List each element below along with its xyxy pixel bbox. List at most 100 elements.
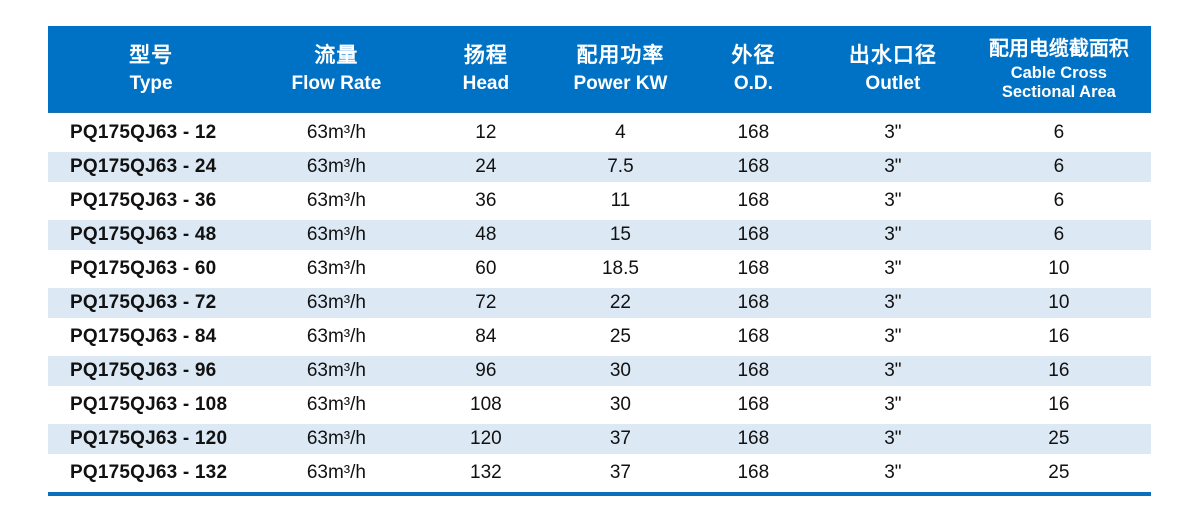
cell-flow-rate: 63m³/h xyxy=(306,258,366,279)
cell-cable-area: 16 xyxy=(1048,326,1070,347)
cell-od: 168 xyxy=(737,258,770,279)
cell-flow-rate: 63m³/h xyxy=(306,326,366,347)
cell-power-kw: 22 xyxy=(609,292,631,313)
column-header-zh: 流量 xyxy=(314,43,359,67)
cell-flow-rate: 63m³/h xyxy=(306,190,366,211)
column-header-en-line: Cable Cross xyxy=(1010,64,1107,83)
cell-cable-area: 10 xyxy=(1048,292,1070,313)
cell-type: PQ175QJ63 - 12 xyxy=(70,122,217,143)
cell-head: 84 xyxy=(475,326,497,347)
cell-power-kw: 15 xyxy=(609,224,631,245)
column-header-en: O.D. xyxy=(688,72,819,96)
cell-power-kw: 25 xyxy=(609,326,631,347)
column-header-zh: 型号 xyxy=(129,43,174,67)
cell-outlet: 3" xyxy=(884,428,902,449)
cell-head: 36 xyxy=(475,190,497,211)
table-row: PQ175QJ63 - 24 63m³/h 24 7.5 168 3" 6 xyxy=(48,152,1151,186)
table-row: PQ175QJ63 - 96 63m³/h 96 30 168 3" 16 xyxy=(48,356,1151,390)
cell-head: 12 xyxy=(475,122,497,143)
table-row: PQ175QJ63 - 120 63m³/h 120 37 168 3" 25 xyxy=(48,424,1151,458)
cell-type: PQ175QJ63 - 60 xyxy=(70,258,217,279)
column-header-en-line: Sectional Area xyxy=(1001,82,1116,101)
cell-cable-area: 16 xyxy=(1048,360,1070,381)
cell-power-kw: 4 xyxy=(615,122,626,143)
cell-od: 168 xyxy=(737,360,770,381)
cell-flow-rate: 63m³/h xyxy=(306,224,366,245)
cell-flow-rate: 63m³/h xyxy=(306,394,366,415)
cell-power-kw: 30 xyxy=(609,394,631,415)
column-header-flow-rate: 流量 Flow Rate xyxy=(254,41,418,98)
table-row: PQ175QJ63 - 132 63m³/h 132 37 168 3" 25 xyxy=(48,458,1151,492)
cell-cable-area: 6 xyxy=(1053,122,1065,143)
cell-od: 168 xyxy=(737,156,770,177)
column-header-power-kw: 配用功率 Power KW xyxy=(553,41,688,98)
cell-flow-rate: 63m³/h xyxy=(306,122,366,143)
cell-flow-rate: 63m³/h xyxy=(306,428,366,449)
column-header-od: 外径 O.D. xyxy=(688,41,819,98)
cell-flow-rate: 63m³/h xyxy=(306,462,366,483)
cell-cable-area: 6 xyxy=(1053,190,1065,211)
cell-flow-rate: 63m³/h xyxy=(306,156,366,177)
cell-head: 48 xyxy=(475,224,497,245)
cell-type: PQ175QJ63 - 132 xyxy=(70,462,228,483)
column-header-zh: 出水口径 xyxy=(848,43,937,67)
cell-cable-area: 10 xyxy=(1048,258,1070,279)
cell-head: 60 xyxy=(475,258,497,279)
cell-power-kw: 11 xyxy=(610,190,631,211)
cell-cable-area: 16 xyxy=(1048,394,1070,415)
cell-cable-area: 6 xyxy=(1053,224,1065,245)
cell-outlet: 3" xyxy=(884,292,902,313)
table-row: PQ175QJ63 - 12 63m³/h 12 4 168 3" 6 xyxy=(48,118,1151,152)
column-header-type: 型号 Type xyxy=(48,41,254,98)
column-header-en-line: Type xyxy=(129,72,173,94)
column-header-en-line: Flow Rate xyxy=(291,72,382,94)
cell-cable-area: 25 xyxy=(1048,462,1070,483)
cell-type: PQ175QJ63 - 96 xyxy=(70,360,217,381)
cell-outlet: 3" xyxy=(884,156,902,177)
table-row: PQ175QJ63 - 36 63m³/h 36 11 168 3" 6 xyxy=(48,186,1151,220)
table-body: PQ175QJ63 - 12 63m³/h 12 4 168 3" 6 PQ175QJ63 -… xyxy=(48,118,1151,492)
cell-cable-area: 6 xyxy=(1053,156,1065,177)
column-header-outlet: 出水口径 Outlet xyxy=(819,41,967,98)
column-header-zh: 扬程 xyxy=(463,43,508,67)
cell-od: 168 xyxy=(737,292,770,313)
cell-flow-rate: 63m³/h xyxy=(306,360,366,381)
table-row: PQ175QJ63 - 108 63m³/h 108 30 168 3" 16 xyxy=(48,390,1151,424)
column-header-en: Flow Rate xyxy=(254,72,418,96)
column-header-en-line: Power KW xyxy=(573,72,668,94)
cell-head: 108 xyxy=(470,394,502,415)
cell-outlet: 3" xyxy=(884,224,902,245)
column-header-zh: 配用电缆截面积 xyxy=(988,38,1129,61)
cell-od: 168 xyxy=(737,190,770,211)
cell-outlet: 3" xyxy=(884,360,902,381)
cell-od: 168 xyxy=(737,224,770,245)
cell-type: PQ175QJ63 - 24 xyxy=(70,156,217,177)
table-row: PQ175QJ63 - 84 63m³/h 84 25 168 3" 16 xyxy=(48,322,1151,356)
cell-outlet: 3" xyxy=(884,122,902,143)
table-row: PQ175QJ63 - 48 63m³/h 48 15 168 3" 6 xyxy=(48,220,1151,254)
table-row: PQ175QJ63 - 72 63m³/h 72 22 168 3" 10 xyxy=(48,288,1151,322)
cell-outlet: 3" xyxy=(884,394,902,415)
column-header-en: Outlet xyxy=(819,72,967,96)
pump-spec-table: 型号 Type 流量 Flow Rate 扬程 Head 配用功率 Power … xyxy=(48,26,1151,496)
cell-head: 72 xyxy=(475,292,497,313)
cell-type: PQ175QJ63 - 120 xyxy=(70,428,228,449)
column-header-zh: 外径 xyxy=(731,43,776,67)
column-header-en: Type xyxy=(48,72,254,96)
cell-od: 168 xyxy=(737,326,770,347)
cell-outlet: 3" xyxy=(884,258,902,279)
column-header-en: Head xyxy=(419,72,554,96)
cell-power-kw: 7.5 xyxy=(607,156,634,177)
cell-od: 168 xyxy=(737,394,770,415)
cell-flow-rate: 63m³/h xyxy=(306,292,366,313)
cell-power-kw: 30 xyxy=(609,360,631,381)
cell-power-kw: 18.5 xyxy=(601,258,639,279)
cell-type: PQ175QJ63 - 36 xyxy=(70,190,217,211)
cell-head: 120 xyxy=(470,428,502,449)
cell-outlet: 3" xyxy=(884,326,902,347)
column-header-zh: 配用功率 xyxy=(576,43,665,67)
cell-od: 168 xyxy=(737,122,770,143)
cell-type: PQ175QJ63 - 84 xyxy=(70,326,217,347)
cell-outlet: 3" xyxy=(884,190,902,211)
cell-od: 168 xyxy=(737,462,770,483)
